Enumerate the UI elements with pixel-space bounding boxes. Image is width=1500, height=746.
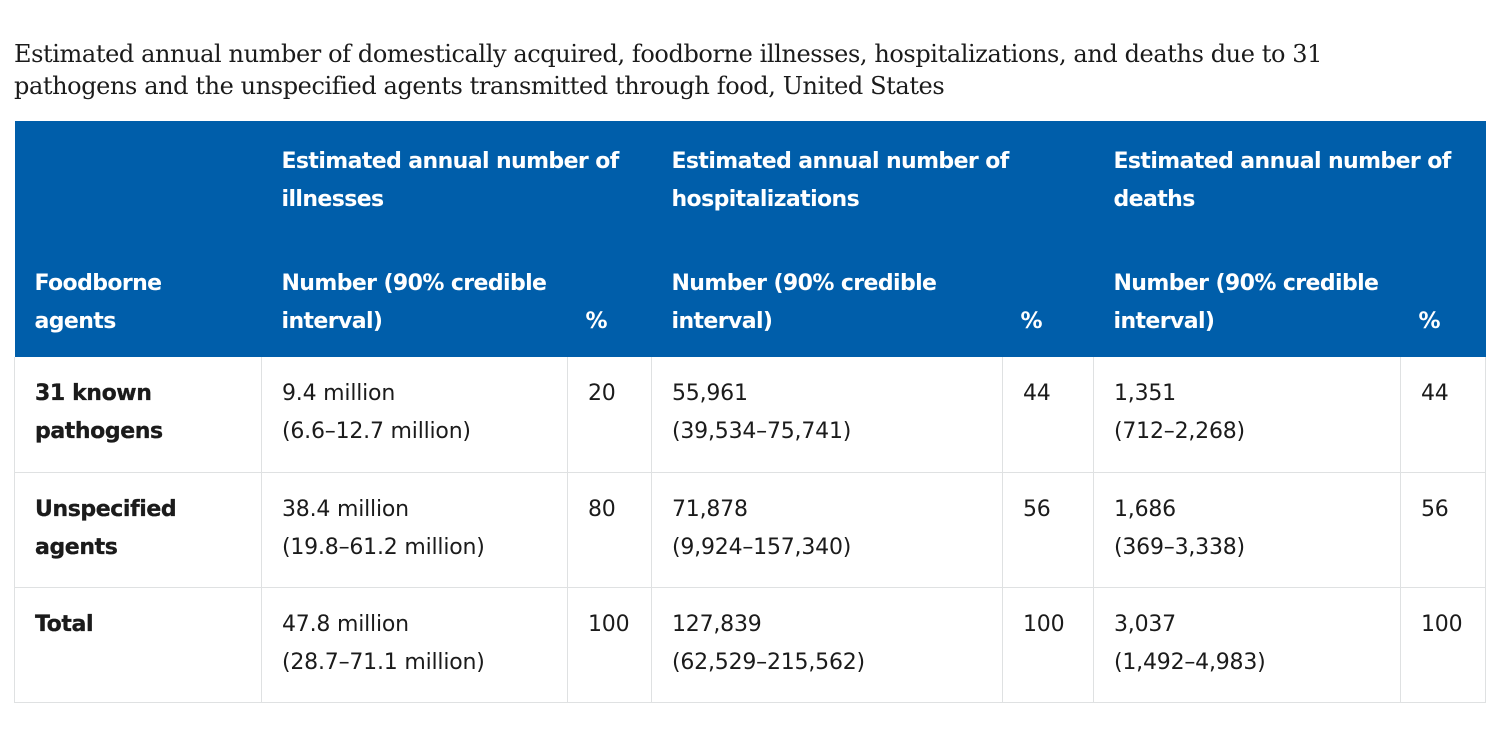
header-agents-line1: Foodborne bbox=[34, 271, 163, 296]
header-agents-line2: agents bbox=[34, 309, 117, 334]
header-blank-cell bbox=[14, 121, 262, 237]
cell-hospitalizations-pct: 100 bbox=[1002, 587, 1094, 703]
agent-line2: agents bbox=[35, 534, 118, 560]
header-illnesses-number: Number (90% credible interval) bbox=[261, 237, 568, 357]
illnesses-interval: (28.7–71.1 million) bbox=[282, 649, 485, 675]
cell-deaths-pct: 44 bbox=[1400, 357, 1486, 473]
header-deaths-number: Number (90% credible interval) bbox=[1093, 237, 1401, 357]
deaths-number: 3,037 bbox=[1114, 611, 1176, 637]
cell-agent: Total bbox=[14, 587, 262, 703]
cell-hospitalizations-number: 127,839 (62,529–215,562) bbox=[651, 587, 1003, 703]
cell-illnesses-number: 47.8 million (28.7–71.1 million) bbox=[261, 587, 568, 703]
header-number-line1: Number (90% credible bbox=[1113, 271, 1379, 296]
hospitalizations-interval: (9,924–157,340) bbox=[672, 534, 852, 560]
header-group-deaths-line2: deaths bbox=[1113, 187, 1196, 212]
header-illnesses-pct: % bbox=[567, 237, 652, 357]
header-deaths-pct: % bbox=[1400, 237, 1486, 357]
cell-hospitalizations-number: 71,878 (9,924–157,340) bbox=[651, 472, 1003, 588]
hospitalizations-number: 55,961 bbox=[672, 381, 748, 406]
hospitalizations-interval: (39,534–75,741) bbox=[672, 419, 852, 444]
table-body: 31 known pathogens 9.4 million (6.6–12.7… bbox=[14, 357, 1486, 703]
header-sub-row: Foodborne agents Number (90% credible in… bbox=[14, 237, 1486, 357]
cell-deaths-number: 1,686 (369–3,338) bbox=[1093, 472, 1401, 588]
table-row-total: Total 47.8 million (28.7–71.1 million) 1… bbox=[14, 587, 1486, 703]
cell-deaths-number: 1,351 (712–2,268) bbox=[1093, 357, 1401, 473]
header-hospitalizations-number: Number (90% credible interval) bbox=[651, 237, 1003, 357]
header-group-illnesses-line1: Estimated annual number of bbox=[281, 149, 620, 174]
caption-line-2: pathogens and the unspecified agents tra… bbox=[14, 72, 945, 100]
cell-hospitalizations-pct: 44 bbox=[1002, 357, 1094, 473]
deaths-number: 1,686 bbox=[1114, 496, 1176, 522]
header-agents: Foodborne agents bbox=[14, 237, 262, 357]
deaths-interval: (369–3,338) bbox=[1114, 534, 1245, 560]
header-number-line2: interval) bbox=[671, 309, 773, 334]
cell-agent: 31 known pathogens bbox=[14, 357, 262, 473]
table-row-known-pathogens: 31 known pathogens 9.4 million (6.6–12.7… bbox=[14, 357, 1486, 473]
header-number-line2: interval) bbox=[281, 309, 383, 334]
cell-illnesses-number: 38.4 million (19.8–61.2 million) bbox=[261, 472, 568, 588]
header-group-illnesses: Estimated annual number of illnesses bbox=[261, 121, 652, 237]
cell-agent: Unspecified agents bbox=[14, 472, 262, 588]
illnesses-number: 9.4 million bbox=[282, 381, 396, 406]
deaths-interval: (1,492–4,983) bbox=[1114, 649, 1266, 675]
header-group-hospitalizations: Estimated annual number of hospitalizati… bbox=[651, 121, 1094, 237]
illnesses-interval: (6.6–12.7 million) bbox=[282, 419, 471, 444]
illnesses-interval: (19.8–61.2 million) bbox=[282, 534, 485, 560]
header-number-line2: interval) bbox=[1113, 309, 1215, 334]
cell-deaths-pct: 56 bbox=[1400, 472, 1486, 588]
illnesses-number: 38.4 million bbox=[282, 496, 409, 522]
header-group-illnesses-line2: illnesses bbox=[281, 187, 385, 212]
header-group-hospitalizations-line2: hospitalizations bbox=[671, 187, 860, 212]
cell-illnesses-number: 9.4 million (6.6–12.7 million) bbox=[261, 357, 568, 473]
hospitalizations-number: 127,839 bbox=[672, 611, 762, 637]
hospitalizations-interval: (62,529–215,562) bbox=[672, 649, 865, 675]
hospitalizations-number: 71,878 bbox=[672, 496, 748, 522]
agent-line1: Total bbox=[35, 611, 94, 637]
cell-hospitalizations-pct: 56 bbox=[1002, 472, 1094, 588]
cell-illnesses-pct: 80 bbox=[567, 472, 652, 588]
agent-line1: Unspecified bbox=[35, 496, 177, 522]
caption-line-1: Estimated annual number of domestically … bbox=[14, 40, 1323, 68]
header-group-deaths-line1: Estimated annual number of bbox=[1113, 149, 1452, 174]
deaths-number: 1,351 bbox=[1114, 381, 1176, 406]
header-number-line1: Number (90% credible bbox=[671, 271, 937, 296]
agent-line1: 31 known bbox=[35, 381, 152, 406]
cell-deaths-pct: 100 bbox=[1400, 587, 1486, 703]
table-row-unspecified-agents: Unspecified agents 38.4 million (19.8–61… bbox=[14, 472, 1486, 588]
header-group-deaths: Estimated annual number of deaths bbox=[1093, 121, 1486, 237]
cell-illnesses-pct: 20 bbox=[567, 357, 652, 473]
header-group-hospitalizations-line1: Estimated annual number of bbox=[671, 149, 1010, 174]
table-header: Estimated annual number of illnesses Est… bbox=[14, 121, 1486, 357]
table-caption: Estimated annual number of domestically … bbox=[14, 38, 1474, 102]
foodborne-illness-table: Estimated annual number of illnesses Est… bbox=[14, 121, 1486, 703]
header-hospitalizations-pct: % bbox=[1002, 237, 1094, 357]
header-group-row: Estimated annual number of illnesses Est… bbox=[14, 121, 1486, 237]
header-number-line1: Number (90% credible bbox=[281, 271, 547, 296]
deaths-interval: (712–2,268) bbox=[1114, 419, 1245, 444]
cell-deaths-number: 3,037 (1,492–4,983) bbox=[1093, 587, 1401, 703]
agent-line2: pathogens bbox=[35, 419, 163, 444]
illnesses-number: 47.8 million bbox=[282, 611, 409, 637]
cell-illnesses-pct: 100 bbox=[567, 587, 652, 703]
cell-hospitalizations-number: 55,961 (39,534–75,741) bbox=[651, 357, 1003, 473]
